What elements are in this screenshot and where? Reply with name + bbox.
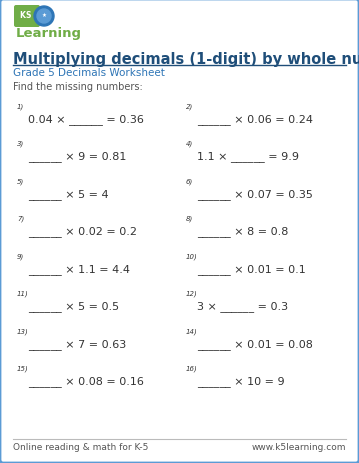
Text: 16): 16): [186, 365, 198, 372]
Text: 11): 11): [17, 290, 29, 297]
Text: ______ × 0.07 = 0.35: ______ × 0.07 = 0.35: [197, 188, 313, 200]
Text: 12): 12): [186, 290, 198, 297]
Text: ______ × 5 = 4: ______ × 5 = 4: [28, 188, 109, 200]
Text: Find the missing numbers:: Find the missing numbers:: [13, 82, 143, 92]
Text: www.k5learning.com: www.k5learning.com: [252, 442, 346, 451]
Text: 10): 10): [186, 253, 198, 259]
Text: K: K: [19, 11, 25, 20]
Text: Learning: Learning: [16, 27, 82, 40]
Text: ______ × 5 = 0.5: ______ × 5 = 0.5: [28, 301, 119, 312]
Text: 1.1 × ______ = 9.9: 1.1 × ______ = 9.9: [197, 151, 299, 162]
Text: ______ × 10 = 9: ______ × 10 = 9: [197, 375, 285, 387]
Text: 9): 9): [17, 253, 24, 259]
Text: 2): 2): [186, 103, 193, 110]
Circle shape: [34, 7, 54, 27]
Text: Online reading & math for K-5: Online reading & math for K-5: [13, 442, 148, 451]
Text: 1): 1): [17, 103, 24, 110]
FancyBboxPatch shape: [14, 6, 40, 28]
Text: 6): 6): [186, 178, 193, 185]
Text: ______ × 0.01 = 0.1: ______ × 0.01 = 0.1: [197, 263, 306, 274]
Circle shape: [37, 10, 51, 24]
Text: 15): 15): [17, 365, 29, 372]
Text: ______ × 7 = 0.63: ______ × 7 = 0.63: [28, 338, 126, 349]
Text: ______ × 8 = 0.8: ______ × 8 = 0.8: [197, 226, 288, 237]
Text: 7): 7): [17, 216, 24, 222]
Text: ______ × 1.1 = 4.4: ______ × 1.1 = 4.4: [28, 263, 130, 274]
Text: 0.04 × ______ = 0.36: 0.04 × ______ = 0.36: [28, 114, 144, 125]
Text: S: S: [25, 11, 31, 20]
Text: Grade 5 Decimals Worksheet: Grade 5 Decimals Worksheet: [13, 68, 165, 78]
Text: 14): 14): [186, 328, 198, 334]
Text: ★: ★: [42, 13, 47, 18]
Text: ______ × 0.08 = 0.16: ______ × 0.08 = 0.16: [28, 375, 144, 387]
Text: ______ × 9 = 0.81: ______ × 9 = 0.81: [28, 151, 126, 162]
Text: ______ × 0.06 = 0.24: ______ × 0.06 = 0.24: [197, 114, 313, 125]
Text: 4): 4): [186, 141, 193, 147]
Text: 8): 8): [186, 216, 193, 222]
Text: Multiplying decimals (1-digit) by whole numbers: Multiplying decimals (1-digit) by whole …: [13, 52, 359, 67]
Text: 5): 5): [17, 178, 24, 185]
Text: ______ × 0.01 = 0.08: ______ × 0.01 = 0.08: [197, 338, 313, 349]
Text: 13): 13): [17, 328, 29, 334]
Text: 3 × ______ = 0.3: 3 × ______ = 0.3: [197, 301, 288, 312]
Text: ______ × 0.02 = 0.2: ______ × 0.02 = 0.2: [28, 226, 137, 237]
Text: 3): 3): [17, 141, 24, 147]
